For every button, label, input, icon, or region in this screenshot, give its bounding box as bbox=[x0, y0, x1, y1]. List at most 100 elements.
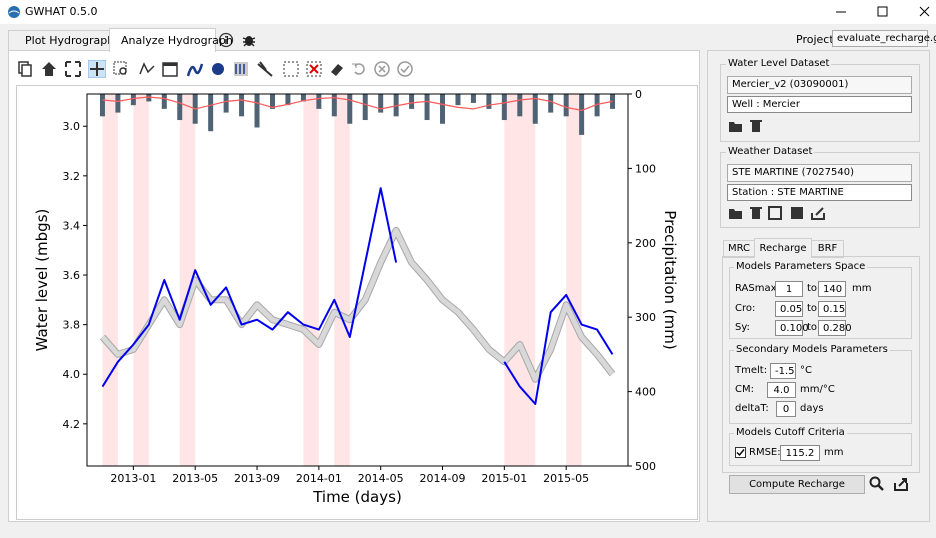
recession-period bbox=[303, 94, 319, 466]
water-level-line bbox=[101, 187, 614, 405]
tab[interactable]: Plot Hydrograph bbox=[8, 30, 114, 52]
precip-bar bbox=[269, 94, 275, 109]
param-label: deltaT: bbox=[735, 403, 769, 414]
x-tick-label: 2015-05 bbox=[543, 472, 589, 485]
precip-bar bbox=[347, 94, 353, 124]
param-max[interactable]: 0.280 bbox=[818, 320, 852, 336]
toolbar-button[interactable] bbox=[88, 60, 106, 78]
combo-value[interactable]: STE MARTINE (7027540) bbox=[732, 167, 855, 178]
project-value[interactable]: evaluate_recharge.gwt bbox=[837, 33, 936, 44]
precip-bar bbox=[223, 94, 229, 113]
dataset-icons[interactable] bbox=[728, 118, 768, 134]
recession-period bbox=[566, 94, 582, 466]
group-box bbox=[720, 152, 920, 228]
hydrograph-chart: 3.0 3.2 3.4 3.6 3.8 4.0 4.2 0 100 200 300 400 500 201… bbox=[16, 85, 698, 520]
precip-bar bbox=[470, 94, 476, 103]
x-tick-label: 2014-05 bbox=[358, 472, 404, 485]
param-input[interactable]: -1.5 bbox=[770, 363, 796, 379]
param-max[interactable]: 0.15 bbox=[818, 301, 846, 317]
rain-line bbox=[102, 96, 613, 111]
x-axis-title: Time (days) bbox=[312, 488, 402, 506]
toolbar-button[interactable] bbox=[161, 60, 179, 78]
param-input[interactable]: 0 bbox=[776, 401, 796, 417]
tab-label[interactable]: Plot Hydrograph bbox=[25, 34, 115, 47]
precip-bar bbox=[285, 94, 291, 106]
compute-button[interactable]: Compute Recharge bbox=[729, 475, 865, 494]
combo[interactable]: STE MARTINE (7027540) bbox=[727, 164, 912, 182]
subtab-active[interactable]: Recharge bbox=[754, 238, 812, 258]
precip-bar bbox=[378, 94, 384, 113]
precip-bar bbox=[579, 94, 585, 135]
y-tick-label: 3.6 bbox=[63, 269, 81, 282]
spin-field[interactable]: Well : Mercier bbox=[727, 96, 912, 113]
toolbar-button[interactable] bbox=[350, 60, 368, 78]
y2-axis-title: Precipitation (mm) bbox=[661, 210, 679, 349]
subtab-label[interactable]: MRC bbox=[727, 243, 751, 254]
toolbar-button[interactable] bbox=[186, 60, 204, 78]
toolbar-button[interactable] bbox=[112, 60, 130, 78]
precip-bar bbox=[254, 94, 260, 128]
field-value[interactable]: Well : Mercier bbox=[732, 99, 800, 110]
project-label: Project : bbox=[796, 33, 841, 46]
param-max[interactable]: 140 bbox=[818, 281, 846, 297]
precip-bar bbox=[455, 94, 461, 106]
rmse-input[interactable]: 115.2 bbox=[780, 445, 820, 461]
info-icon[interactable] bbox=[218, 32, 234, 48]
input-value[interactable]: 115.2 bbox=[785, 448, 815, 459]
toolbar-button[interactable] bbox=[16, 60, 34, 78]
toolbar-button[interactable] bbox=[373, 60, 391, 78]
subtab-label[interactable]: BRF bbox=[817, 243, 838, 254]
subtab-panel bbox=[722, 256, 920, 473]
precip-bar bbox=[239, 94, 245, 117]
spin-field[interactable]: Station : STE MARTINE bbox=[727, 184, 912, 201]
precip-bar bbox=[424, 94, 430, 121]
bug-icon[interactable] bbox=[241, 32, 257, 48]
plot-area bbox=[87, 94, 628, 466]
precip-bar bbox=[440, 94, 446, 124]
simulated-band-fill bbox=[100, 227, 615, 382]
toolbar-button[interactable] bbox=[328, 60, 346, 78]
toolbar-button[interactable] bbox=[232, 60, 250, 78]
toolbar-button[interactable] bbox=[40, 60, 58, 78]
group-title: Secondary Models Parameters bbox=[734, 344, 890, 355]
unit: days bbox=[800, 403, 824, 414]
toolbar bbox=[16, 59, 436, 79]
project-combo[interactable]: evaluate_recharge.gwt bbox=[832, 30, 936, 47]
toolbar-button[interactable] bbox=[256, 60, 274, 78]
param-min[interactable]: 1 bbox=[775, 281, 803, 297]
subtab-label[interactable]: Recharge bbox=[759, 243, 807, 254]
x-tick-label: 2014-01 bbox=[296, 472, 342, 485]
y2-tick-label: 300 bbox=[635, 311, 656, 324]
y2-tick-label: 400 bbox=[635, 386, 656, 399]
y2-tick-label: 0 bbox=[635, 88, 642, 101]
window-controls[interactable] bbox=[836, 4, 932, 20]
param-to: to bbox=[807, 283, 818, 294]
y2-tick-label: 500 bbox=[635, 460, 656, 473]
toolbar-button[interactable] bbox=[305, 60, 323, 78]
toolbar-button[interactable] bbox=[282, 60, 300, 78]
param-min[interactable]: 0.05 bbox=[775, 301, 803, 317]
y-tick-label: 4.0 bbox=[63, 368, 81, 381]
tab-active[interactable]: Analyze Hydrograph bbox=[109, 28, 233, 52]
result-icons[interactable] bbox=[869, 476, 917, 492]
toolbar-button[interactable] bbox=[396, 60, 414, 78]
y-tick-label: 3.4 bbox=[63, 219, 81, 232]
toolbar-button[interactable] bbox=[138, 60, 156, 78]
y-tick-label: 3.0 bbox=[63, 120, 81, 133]
recession-period bbox=[334, 94, 350, 466]
param-min[interactable]: 0.100 bbox=[775, 320, 809, 336]
weather-icons[interactable] bbox=[728, 205, 828, 221]
field-value[interactable]: Station : STE MARTINE bbox=[732, 187, 844, 198]
group-title: Models Cutoff Criteria bbox=[734, 427, 847, 438]
checkbox[interactable] bbox=[735, 447, 746, 458]
side-panel bbox=[707, 50, 930, 522]
precip-bar bbox=[409, 94, 415, 109]
unit: mm/°C bbox=[800, 384, 835, 395]
tab-label[interactable]: Analyze Hydrograph bbox=[121, 34, 233, 47]
combo[interactable]: Mercier_v2 (03090001) bbox=[727, 76, 912, 94]
button-label[interactable]: Compute Recharge bbox=[749, 479, 845, 490]
toolbar-button[interactable] bbox=[209, 60, 227, 78]
param-input[interactable]: 4.0 bbox=[767, 382, 796, 398]
toolbar-button[interactable] bbox=[64, 60, 82, 78]
combo-value[interactable]: Mercier_v2 (03090001) bbox=[732, 79, 849, 90]
